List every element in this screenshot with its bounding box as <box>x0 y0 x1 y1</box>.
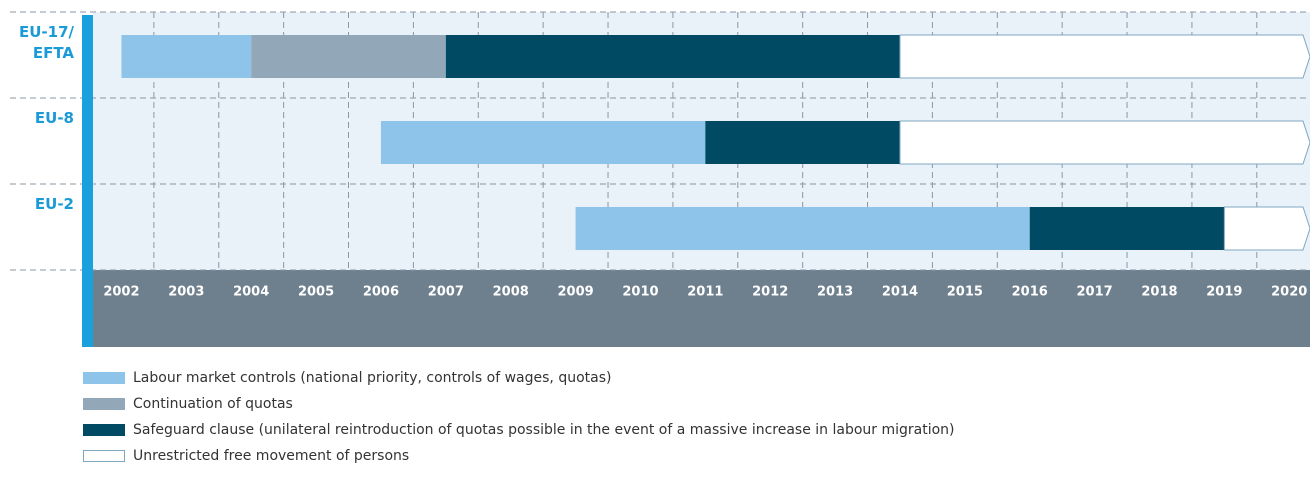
phase-bar <box>121 35 252 78</box>
legend-swatch <box>83 398 125 410</box>
x-tick-label: 2020 <box>1271 285 1307 300</box>
open-phase-bar <box>1223 206 1310 251</box>
x-tick-label: 2014 <box>882 285 918 300</box>
x-tick-label: 2016 <box>1012 285 1048 300</box>
open-phase-bar <box>899 34 1310 79</box>
phase-bar <box>575 207 1030 250</box>
open-phase-bar <box>899 120 1310 165</box>
axis-band <box>93 270 1310 347</box>
x-tick-label: 2017 <box>1077 285 1113 300</box>
x-tick-label: 2019 <box>1206 285 1242 300</box>
x-tick-label: 2011 <box>687 285 723 300</box>
legend-swatch <box>83 424 125 436</box>
x-tick-label: 2002 <box>103 285 139 300</box>
x-tick-label: 2015 <box>947 285 983 300</box>
x-tick-label: 2013 <box>817 285 853 300</box>
row-label: EU-2 <box>34 195 74 213</box>
legend-label: Labour market controls (national priorit… <box>133 370 611 386</box>
legend-label: Continuation of quotas <box>133 396 293 412</box>
row-label: EU-8 <box>34 109 74 127</box>
legend-swatch <box>83 372 125 384</box>
phase-bar <box>251 35 446 78</box>
legend-label: Unrestricted free movement of persons <box>133 448 409 464</box>
x-tick-label: 2005 <box>298 285 334 300</box>
legend-swatch <box>83 450 125 462</box>
x-tick-label: 2012 <box>752 285 788 300</box>
x-tick-label: 2004 <box>233 285 269 300</box>
row-label: EU-17/ EFTA <box>18 23 74 62</box>
x-tick-label: 2006 <box>363 285 399 300</box>
x-tick-label: 2009 <box>557 285 593 300</box>
x-tick-label: 2010 <box>622 285 658 300</box>
legend-label: Safeguard clause (unilateral reintroduct… <box>133 422 955 438</box>
x-tick-label: 2018 <box>1141 285 1177 300</box>
phase-bar <box>1029 207 1225 250</box>
axis-line <box>82 15 93 347</box>
phase-bar <box>380 121 706 164</box>
phase-bar <box>445 35 900 78</box>
phase-bar <box>705 121 900 164</box>
x-tick-label: 2003 <box>168 285 204 300</box>
x-tick-label: 2007 <box>428 285 464 300</box>
x-tick-label: 2008 <box>493 285 529 300</box>
